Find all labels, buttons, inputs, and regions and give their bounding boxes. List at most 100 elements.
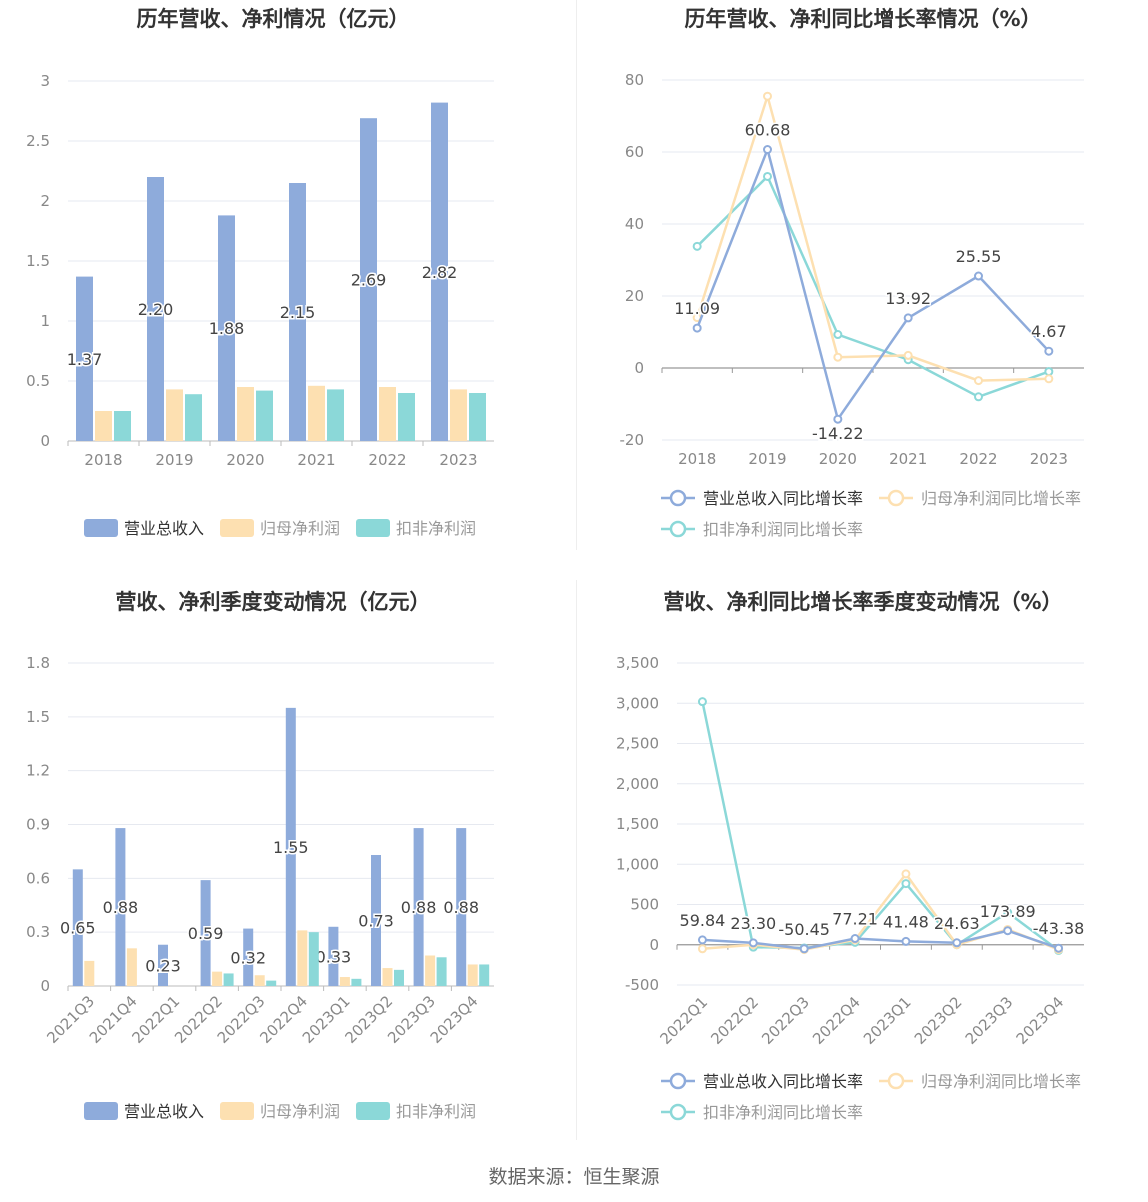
data-point: [1003, 908, 1013, 918]
legend-label: 归母净利润: [260, 1102, 340, 1121]
data-point: [697, 935, 707, 945]
data-point: [697, 697, 707, 707]
y-tick-label: 20: [625, 287, 644, 305]
bar-data-label: 0.88: [443, 898, 479, 917]
bar-data-label: 1.55: [273, 838, 309, 857]
bar-data-label: 1.37: [67, 350, 103, 369]
x-tick-label: 2019: [748, 450, 786, 468]
bar-net-profit: [425, 955, 436, 986]
y-tick-label: 0: [649, 936, 659, 954]
data-point: [763, 91, 772, 101]
data-point: [833, 414, 843, 424]
x-tick-label: 2018: [84, 451, 122, 469]
legend-marker-dot: [887, 489, 905, 507]
bar-data-label: 0.59: [188, 924, 224, 943]
x-tick-label: 2023: [1030, 450, 1068, 468]
legend-swatch: [356, 1102, 390, 1120]
bar-deducted-profit: [114, 411, 131, 441]
bar-revenue: [371, 855, 381, 986]
line-data-label: 60.68: [745, 121, 791, 140]
bar-revenue: [218, 215, 235, 441]
data-point: [901, 936, 911, 946]
bar-data-label: 2.69: [351, 271, 387, 290]
data-point: [799, 944, 809, 954]
x-tick-label: 2022Q2: [707, 993, 762, 1048]
data-point: [1044, 367, 1054, 377]
line-data-label: 77.21: [832, 910, 878, 929]
y-tick-label: -20: [620, 431, 645, 449]
quarterly-growth-rate-chart: 营收、净利同比增长率季度变动情况（%） -500 0 500 1,000 1,500 2,0…: [616, 590, 1086, 1122]
bar-deducted-profit: [469, 393, 486, 441]
data-point: [748, 938, 758, 948]
data-source-note: 数据来源：恒生聚源: [488, 1166, 660, 1188]
data-point: [850, 934, 860, 944]
bar-deducted-profit: [266, 980, 277, 986]
line-data-label: 41.48: [883, 912, 929, 931]
bar-net-profit: [467, 964, 478, 986]
line-data-label: 59.84: [680, 911, 726, 930]
legend-label: 扣非净利润同比增长率: [703, 520, 863, 539]
bar-revenue: [431, 102, 448, 441]
legend-label: 营业总收入: [124, 1102, 204, 1121]
vertical-divider-bottom: [576, 580, 577, 1140]
bar-deducted-profit: [327, 389, 344, 441]
bar-revenue: [285, 707, 296, 986]
series-line-revenue: [696, 145, 1050, 423]
x-tick-label: 2020: [819, 450, 857, 468]
line-data-label: 25.55: [956, 247, 1002, 266]
bar-revenue: [200, 880, 211, 986]
data-point: [903, 350, 913, 360]
legend-swatch: [356, 519, 390, 537]
bar-data-label: 0.65: [60, 919, 96, 938]
line-data-label: 4.67: [1031, 322, 1067, 341]
bar-deducted-profit: [394, 969, 404, 986]
legend-marker-dot: [669, 1072, 687, 1090]
legend-label: 营业总收入同比增长率: [703, 489, 863, 508]
y-tick-label: 1,000: [616, 855, 659, 873]
x-tick-label: 2023Q4: [1013, 993, 1068, 1048]
legend-swatch: [220, 1102, 254, 1120]
y-tick-label: 0.3: [26, 923, 50, 941]
data-point: [901, 869, 911, 879]
y-tick-label: 0: [40, 432, 50, 450]
x-tick-label: 2021: [889, 450, 927, 468]
bar-revenue: [328, 926, 339, 986]
legend-label: 营业总收入同比增长率: [703, 1072, 863, 1091]
bar-net-profit: [95, 411, 112, 441]
legend-label: 营业总收入: [124, 519, 204, 538]
bar-net-profit: [84, 960, 95, 986]
bar-net-profit: [237, 387, 254, 441]
bar-deducted-profit: [308, 932, 319, 986]
legend-label: 归母净利润同比增长率: [921, 1072, 1081, 1091]
y-tick-label: 0.9: [26, 816, 50, 834]
line-data-label: -14.22: [812, 424, 864, 443]
bar-deducted-profit: [223, 973, 234, 986]
bar-data-label: 0.73: [358, 912, 394, 931]
series-line-net-profit: [695, 91, 1049, 382]
y-tick-label: 1: [40, 312, 50, 330]
bar-revenue: [289, 183, 306, 441]
x-tick-label: 2021: [297, 451, 335, 469]
chart-title: 营收、净利季度变动情况（亿元）: [116, 590, 431, 614]
x-tick-label: 2023: [439, 451, 477, 469]
bar-net-profit: [308, 385, 325, 441]
x-tick-label: 2020: [226, 451, 264, 469]
bar-data-label: 0.32: [230, 948, 266, 967]
bar-deducted-profit: [351, 978, 362, 986]
bar-deducted-profit: [436, 957, 447, 986]
legend-label: 扣非净利润: [396, 519, 476, 538]
legend-label: 归母净利润: [260, 519, 340, 538]
annual-growth-rate-chart: 历年营收、净利同比增长率情况（%） -20 0 20 40 60 80 2018 2019 202…: [620, 7, 1084, 539]
series-line-deducted-profit: [696, 174, 1050, 399]
bar-net-profit: [297, 930, 308, 986]
bar-deducted-profit: [185, 394, 202, 441]
x-tick-label: 2018: [678, 450, 716, 468]
y-tick-label: 1.5: [26, 252, 50, 270]
data-point: [692, 241, 702, 251]
legend-swatch: [220, 519, 254, 537]
annual-revenue-profit-chart: 历年营收、净利情况（亿元） 0 0.5 1 1.5 2 2.5 3 2018 2019 2020 20…: [26, 7, 494, 538]
bar-revenue: [360, 118, 377, 441]
x-tick-label: 2022Q1: [656, 993, 711, 1048]
bar-data-label: 2.20: [138, 300, 174, 319]
line-data-label: -43.38: [1033, 919, 1085, 938]
